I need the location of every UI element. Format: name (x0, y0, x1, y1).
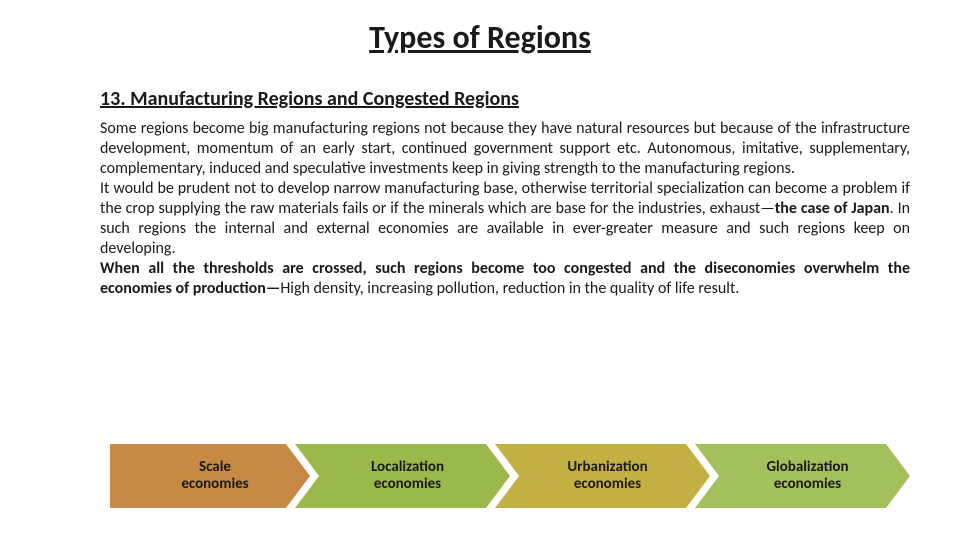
body-text: Some regions become big manufacturing re… (100, 119, 910, 299)
chevron-row: ScaleeconomiesLocalizationeconomiesUrban… (110, 444, 930, 508)
section-subtitle: 13. Manufacturing Regions and Congested … (100, 87, 920, 111)
chevron-label-0: Scaleeconomies (110, 459, 310, 494)
chevron-0: Scaleeconomies (110, 444, 310, 508)
chevron-1: Localizationeconomies (295, 444, 510, 508)
chevron-label-2: Urbanizationeconomies (495, 459, 710, 494)
chevron-label-1: Localizationeconomies (295, 459, 510, 494)
chevron-2: Urbanizationeconomies (495, 444, 710, 508)
para1: Some regions become big manufacturing re… (100, 119, 910, 178)
page-title: Types of Regions (40, 18, 920, 57)
chevron-label-3: Globalizationeconomies (695, 459, 910, 494)
para3b: High density, increasing pollution, redu… (280, 279, 739, 298)
chevron-3: Globalizationeconomies (695, 444, 910, 508)
para2-bold: the case of Japan (775, 199, 890, 218)
